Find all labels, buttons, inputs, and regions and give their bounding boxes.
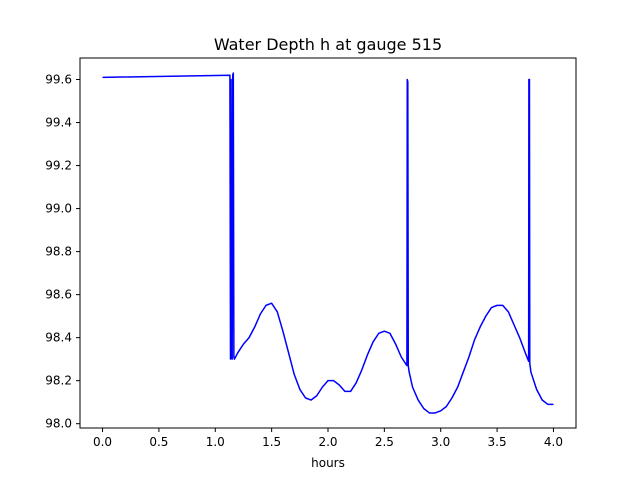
x-tick-label: 0.5 (149, 435, 168, 449)
plot-area (102, 72, 554, 414)
x-tick-label: 0.0 (93, 435, 112, 449)
plot-frame (79, 57, 577, 429)
y-tick-label: 98.6 (45, 288, 72, 302)
x-tick-label: 1.0 (206, 435, 225, 449)
y-tick-label: 99.6 (45, 73, 72, 87)
y-axis-ticks: 98.0 98.2 98.4 98.6 98.8 99.0 99.2 99.4 99.6 (45, 73, 80, 431)
x-tick-label: 3.5 (488, 435, 507, 449)
x-axis-label: hours (311, 456, 345, 470)
x-tick-label: 2.0 (318, 435, 337, 449)
chart-title: Water Depth h at gauge 515 (214, 35, 442, 54)
x-tick-label: 4.0 (544, 435, 563, 449)
x-tick-label: 3.0 (431, 435, 450, 449)
y-tick-label: 99.2 (45, 159, 72, 173)
x-tick-label: 2.5 (375, 435, 394, 449)
x-tick-label: 1.5 (262, 435, 281, 449)
y-tick-label: 98.2 (45, 374, 72, 388)
y-tick-label: 98.8 (45, 245, 72, 259)
series-line (102, 72, 554, 414)
x-axis-ticks: 0.0 0.5 1.0 1.5 2.0 2.5 3.0 3.5 4.0 (93, 428, 563, 449)
y-tick-label: 99.4 (45, 116, 72, 130)
y-tick-label: 99.0 (45, 202, 72, 216)
y-tick-label: 98.0 (45, 417, 72, 431)
y-tick-label: 98.4 (45, 331, 72, 345)
